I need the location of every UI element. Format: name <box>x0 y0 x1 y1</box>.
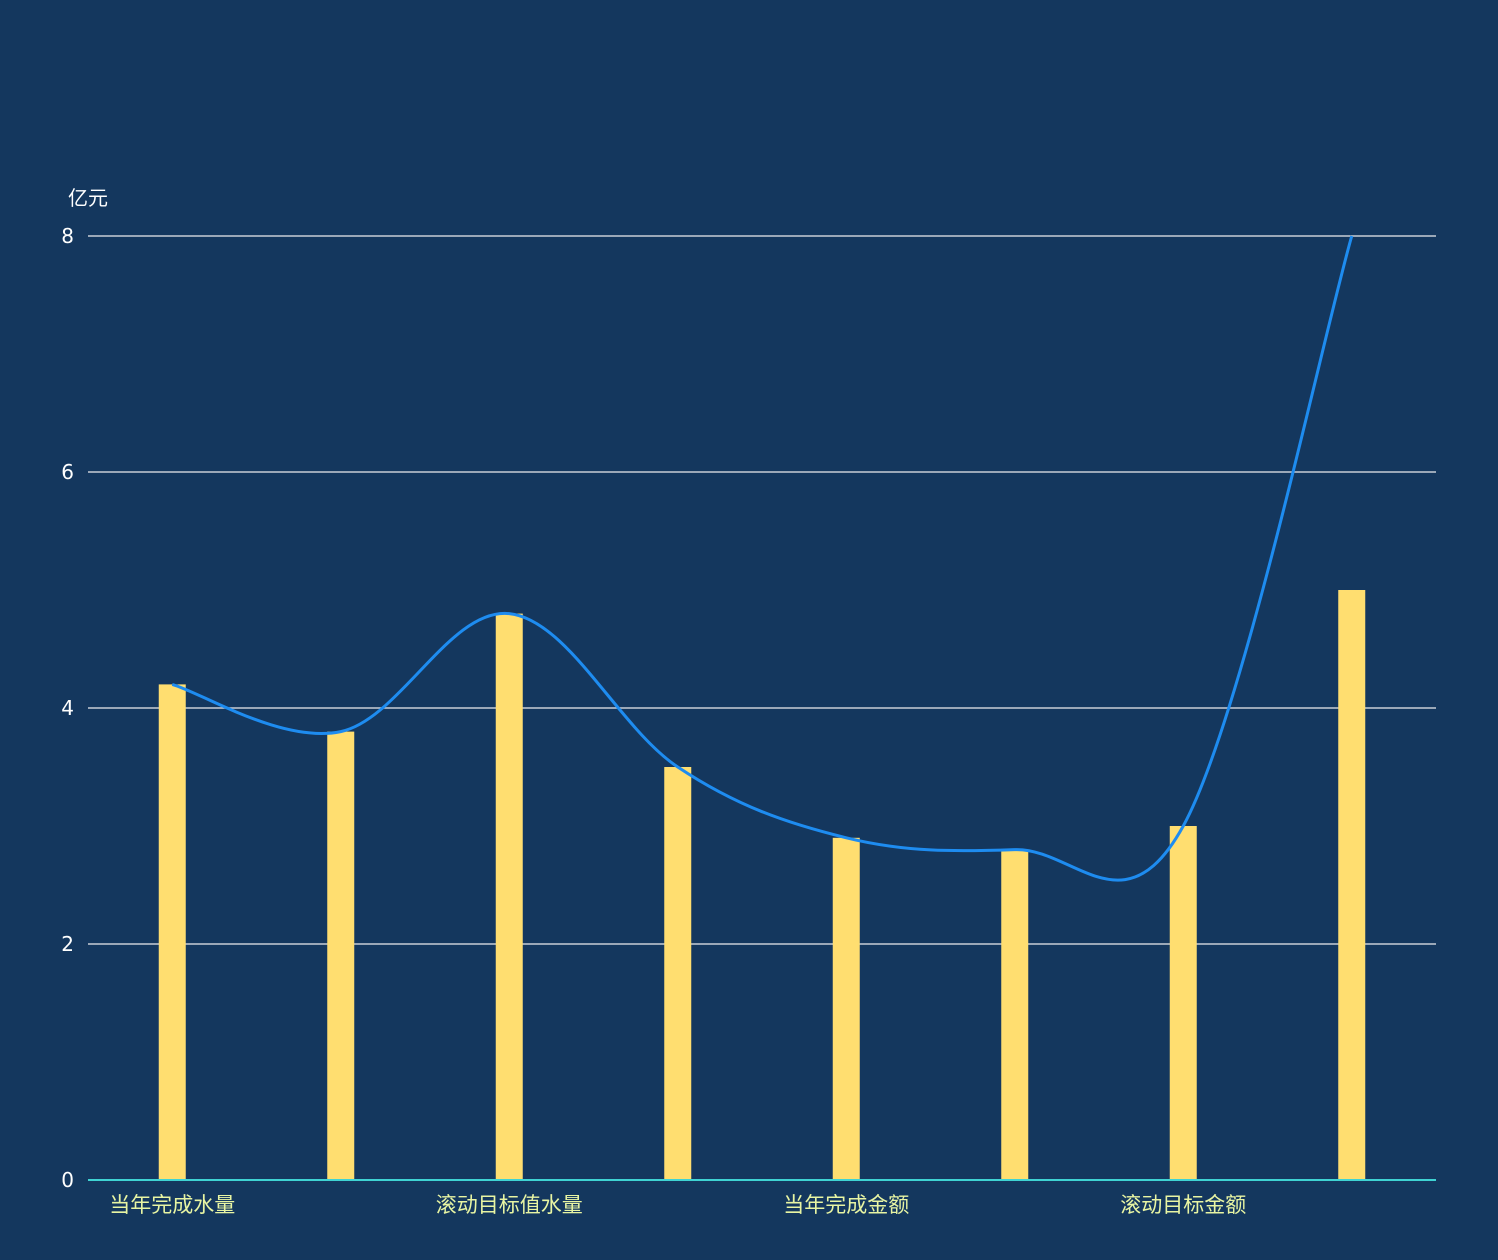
y-tick-label: 2 <box>61 932 74 956</box>
y-tick-label: 6 <box>61 460 74 484</box>
y-axis-unit-label: 亿元 <box>68 186 108 210</box>
bar <box>1338 590 1366 1180</box>
grid-lines <box>88 235 1436 945</box>
y-tick-label: 8 <box>61 224 74 248</box>
y-tick-label: 4 <box>61 696 74 720</box>
bar <box>158 684 186 1180</box>
bar-series <box>158 590 1366 1180</box>
y-tick-label: 0 <box>61 1168 74 1192</box>
series-line <box>171 235 1354 882</box>
bar <box>832 837 860 1180</box>
bar <box>1169 826 1197 1180</box>
x-tick-label: 滚动目标值水量 <box>436 1193 583 1217</box>
bar <box>1001 849 1029 1180</box>
axes: 0 2 4 6 8 当年完成水量 滚动目标值水量 当年完成金额 滚动目标金额 <box>61 224 1436 1217</box>
x-tick-label: 当年完成金额 <box>783 1193 909 1217</box>
x-tick-label: 当年完成水量 <box>109 1193 235 1217</box>
bar <box>664 767 692 1180</box>
line-series <box>171 235 1354 882</box>
bar <box>495 613 523 1180</box>
x-tick-label: 滚动目标金额 <box>1120 1193 1246 1217</box>
bar <box>327 731 355 1180</box>
